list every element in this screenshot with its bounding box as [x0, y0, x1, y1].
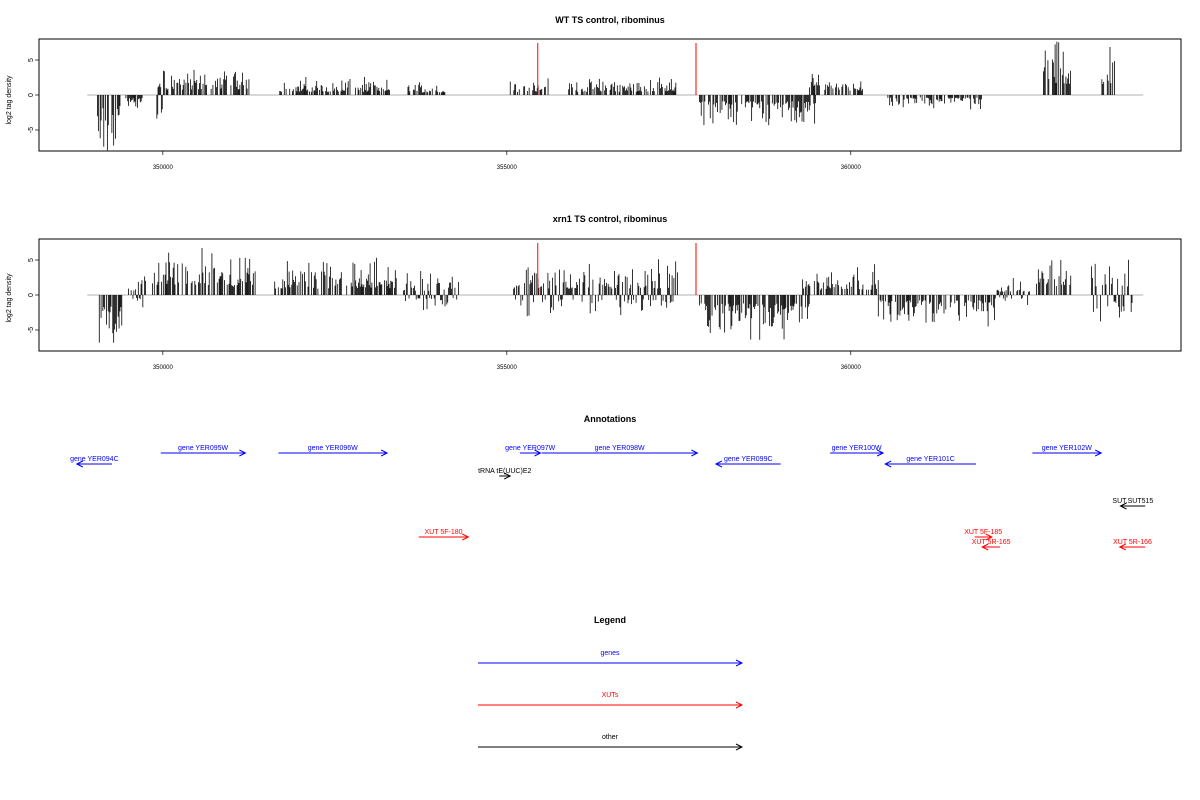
wt-track-panel: WT TS control, ribominus log2 tag densit… [6, 15, 1182, 171]
legend-item: genes [478, 650, 744, 667]
legend-arrow-head [735, 659, 744, 667]
annotation-item: gene YER099C [714, 456, 781, 468]
xrn1-track-title: xrn1 TS control, ribominus [553, 214, 668, 224]
annotation-arrow-head [1118, 543, 1126, 551]
annotation-item: gene YER096W [278, 445, 389, 457]
annotation-arrow-head [876, 449, 885, 457]
xrn1-y-axis-label: log2 tag density [6, 273, 13, 323]
annotation-label: gene YER100W [832, 445, 882, 452]
x-tick-label: 360000 [841, 365, 862, 371]
y-tick-label: 5 [28, 58, 35, 62]
annotation-item: gene YER100W [830, 445, 885, 457]
annotation-items: gene YER094C gene YER095W gene YER096W gene… [70, 445, 1153, 551]
x-tick-label: 350000 [153, 365, 174, 371]
annotation-item: XUT 5R-165 [972, 539, 1011, 551]
annotation-arrow-head [504, 472, 512, 480]
annotation-arrow-head [714, 460, 723, 468]
wt-y-axis-label: log2 tag density [6, 75, 13, 125]
annotation-item: gene YER095W [160, 445, 247, 457]
annotation-label: gene YER099C [724, 456, 773, 463]
wt-track-title: WT TS control, ribominus [555, 15, 665, 25]
annotation-item: gene YER102W [1032, 445, 1103, 457]
annotation-item: XUT 5F-185 [964, 529, 1002, 541]
legend-items: genes XUTs other [478, 650, 744, 751]
annotation-label: gene YER102W [1042, 445, 1092, 452]
legend-panel: Legend genes XUTs other [478, 615, 744, 751]
annotation-item: gene YER098W [541, 445, 699, 457]
annotation-item: XUT 5R-166 [1113, 539, 1152, 551]
legend-arrow-head [735, 701, 744, 709]
annotation-arrow-head [884, 460, 892, 468]
annotation-label: gene YER096W [308, 445, 358, 452]
legend-arrow-head [735, 743, 744, 751]
annotation-label: gene YER094C [70, 456, 119, 463]
annotation-label: XUT 5F-185 [964, 529, 1002, 536]
annotation-arrow-head [534, 449, 542, 457]
legend-item: XUTs [478, 692, 744, 709]
annotation-arrow-head [239, 449, 247, 457]
legend-label: genes [600, 650, 620, 657]
annotation-arrow-head [1094, 449, 1103, 457]
annotation-arrow-head [380, 449, 389, 457]
annotation-item: SUT.SUT515 [1112, 498, 1153, 510]
annotation-label: XUT 5F-180 [425, 529, 463, 536]
x-tick-label: 355000 [497, 365, 518, 371]
xrn1-axes-group: -5 0 5 350000 355000 360000 [28, 258, 861, 371]
xrn1-track-panel: xrn1 TS control, ribominus log2 tag dens… [6, 214, 1182, 371]
wt-bars-group [87, 41, 1144, 151]
legend-item: other [478, 734, 744, 751]
y-tick-label: 0 [28, 293, 35, 297]
y-tick-label: 0 [28, 93, 35, 97]
annotation-item: XUT 5F-180 [418, 529, 470, 541]
annotations-title: Annotations [584, 414, 637, 424]
annotation-item: gene YER101C [884, 456, 976, 468]
annotation-arrow-head [691, 449, 699, 457]
legend-label: XUTs [602, 692, 619, 699]
annotation-label: SUT.SUT515 [1112, 498, 1153, 505]
annotation-item: tRNA tE(UUC)E2 [478, 468, 531, 480]
annotation-arrow-head [981, 543, 989, 551]
annotation-arrow-head [75, 460, 84, 468]
annotation-arrow-head [462, 533, 470, 541]
legend-label: other [602, 734, 619, 741]
annotation-item: gene YER094C [70, 456, 119, 468]
annotation-label: gene YER098W [595, 445, 645, 452]
annotation-label: tRNA tE(UUC)E2 [478, 468, 531, 475]
annotation-label: gene YER095W [178, 445, 228, 452]
x-tick-label: 350000 [153, 165, 174, 171]
annotation-label: XUT 5R-165 [972, 539, 1011, 546]
annotation-label: XUT 5R-166 [1113, 539, 1152, 546]
annotation-label: gene YER097W [505, 445, 555, 452]
x-tick-label: 360000 [841, 165, 862, 171]
y-tick-label: 5 [28, 258, 35, 262]
y-tick-label: -5 [28, 127, 35, 133]
annotation-label: gene YER101C [906, 456, 955, 463]
annotation-arrow-head [985, 533, 993, 541]
y-tick-label: -5 [28, 327, 35, 333]
x-tick-label: 355000 [497, 165, 518, 171]
annotation-arrow-head [1119, 502, 1127, 510]
legend-title: Legend [594, 615, 626, 625]
xrn1-bars-group [87, 243, 1144, 343]
wt-axes-group: -5 0 5 350000 355000 360000 [28, 58, 861, 171]
annotation-item: gene YER097W [505, 445, 556, 457]
